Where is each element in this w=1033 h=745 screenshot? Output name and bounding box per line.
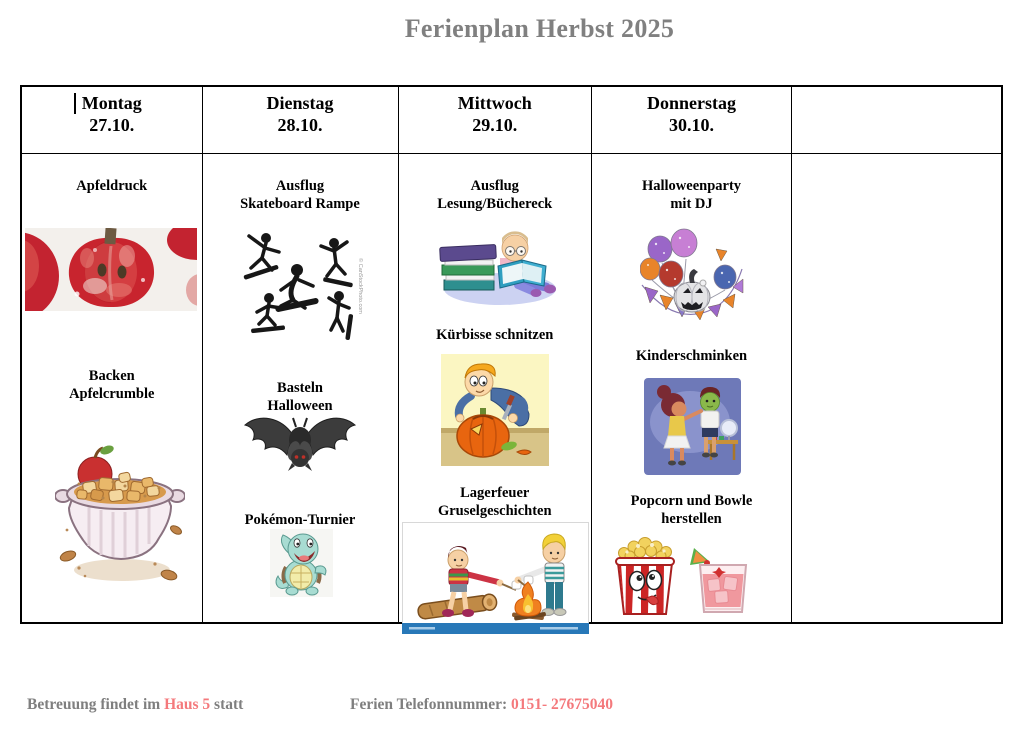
halloween-bat-image[interactable] [241, 413, 359, 473]
day-date: 27.10. [89, 115, 135, 135]
day-name: Donnerstag [647, 93, 736, 113]
day-name: Montag [81, 93, 142, 113]
day-cell-montag[interactable]: Apfeldruck [22, 154, 202, 622]
day-date: 28.10. [277, 115, 323, 135]
page-title-text: Ferienplan Herbst 2025 [404, 14, 675, 43]
day-header-donnerstag[interactable]: Donnerstag 30.10. [592, 87, 791, 154]
canstock-watermark: © CanStockPhoto.com [357, 258, 364, 314]
activity-label: Kürbisse schnitzen [399, 327, 592, 345]
activity-line: mit DJ [670, 195, 713, 212]
activity-label: Ausflug Lesung/Büchereck [399, 178, 592, 213]
activity-label: Lagerfeuer Gruselgeschichten [399, 485, 592, 520]
campfire-marshmallows-image[interactable] [401, 522, 589, 634]
activity-label: Kinderschminken [592, 348, 791, 366]
child-reading-books-image[interactable] [434, 224, 559, 308]
day-header-empty[interactable] [792, 87, 1001, 154]
activity-line: herstellen [661, 510, 722, 527]
activity-line: Apfeldruck [76, 178, 148, 194]
day-cell-mittwoch[interactable]: Ausflug Lesung/Büchereck [399, 154, 592, 634]
day-header-montag[interactable]: Montag 27.10. [22, 87, 202, 154]
popcorn-and-punch-image[interactable] [608, 533, 754, 621]
activity-label: Ausflug Skateboard Rampe [203, 178, 398, 213]
day-header-dienstag[interactable]: Dienstag 28.10. [202, 87, 398, 154]
activity-label: Backen Apfelcrumble [22, 368, 202, 403]
care-note-highlight: Haus 5 [164, 696, 211, 713]
activity-line: Backen [88, 368, 135, 384]
skateboarders-image[interactable]: © CanStockPhoto.com [239, 228, 364, 343]
column-empty [792, 87, 1001, 622]
page-title[interactable]: Ferienplan Herbst 2025 [0, 14, 1033, 44]
phone-label: Ferien Telefonnummer: [350, 696, 512, 713]
apple-print-image[interactable] [25, 228, 197, 311]
activity-line: Kinderschminken [635, 348, 748, 364]
day-cell-dienstag[interactable]: Ausflug Skateboard Rampe [203, 154, 398, 622]
holiday-plan-table: Montag 27.10. Apfeldruck [20, 85, 1003, 634]
apple-crumble-image[interactable] [55, 434, 185, 589]
day-header-mittwoch[interactable]: Mittwoch 29.10. [398, 87, 591, 154]
activity-line: Basteln [277, 380, 323, 396]
day-date: 29.10. [472, 115, 518, 135]
activity-label: Basteln Halloween [203, 380, 398, 415]
column-donnerstag: Donnerstag 30.10. Halloweenparty mit DJ [592, 87, 792, 622]
day-date: 30.10. [669, 115, 714, 135]
activity-line: Ausflug [275, 178, 325, 194]
activity-line: Lesung/Büchereck [437, 195, 553, 212]
face-painting-image[interactable] [644, 378, 741, 475]
care-note-prefix: Betreuung findet im [27, 696, 165, 713]
activity-line: Apfelcrumble [69, 385, 155, 402]
squirtle-image[interactable] [269, 529, 333, 597]
column-montag: Montag 27.10. Apfeldruck [22, 87, 203, 622]
phone-note[interactable]: Ferien Telefonnummer: 0151- 27675040 [350, 696, 613, 714]
activity-label: Popcorn und Bowle herstellen [592, 493, 791, 528]
halloween-balloons-image[interactable] [640, 223, 744, 323]
care-note[interactable]: Betreuung findet im Haus 5 statt [27, 696, 243, 714]
activity-line: Popcorn und Bowle [630, 493, 753, 509]
activity-line: Skateboard Rampe [240, 195, 360, 212]
phone-number: 0151- 27675040 [511, 696, 614, 713]
text-cursor [74, 93, 76, 114]
activity-line: Lagerfeuer [460, 485, 530, 501]
column-mittwoch: Mittwoch 29.10. Ausflug Lesung/Büchereck [398, 87, 592, 634]
activity-label: Halloweenparty mit DJ [592, 178, 791, 213]
care-note-suffix: statt [210, 696, 244, 713]
column-dienstag: Dienstag 28.10. Ausflug Skateboard Rampe [202, 87, 399, 622]
day-name: Mittwoch [457, 93, 532, 113]
activity-line: Halloween [267, 397, 333, 414]
activity-line: Pokémon-Turnier [244, 512, 356, 528]
activity-label: Apfeldruck [22, 178, 202, 196]
activity-line: Kürbisse schnitzen [436, 327, 554, 343]
pumpkin-carving-image[interactable] [440, 354, 549, 466]
activity-line: Gruselgeschichten [437, 502, 552, 519]
activity-line: Ausflug [470, 178, 519, 194]
activity-line: Halloweenparty [641, 178, 742, 194]
activity-label: Pokémon-Turnier [203, 512, 398, 530]
day-name: Dienstag [266, 93, 334, 113]
day-cell-donnerstag[interactable]: Halloweenparty mit DJ [592, 154, 791, 622]
day-cell-empty[interactable] [792, 154, 1001, 622]
